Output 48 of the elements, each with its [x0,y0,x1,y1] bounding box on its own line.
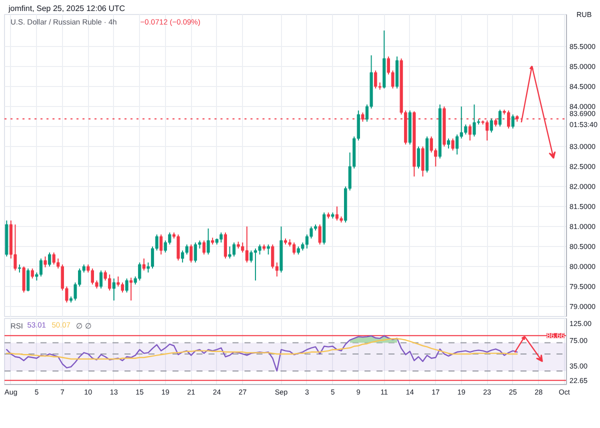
candlestick [245,226,248,263]
candlestick [456,134,459,155]
text: jomfint, Sep 25, 2025 12:06 UTC [8,4,126,13]
candlestick [498,109,502,127]
candlestick [250,250,253,263]
candlestick [468,124,472,141]
line-series [6,338,518,360]
candlestick [14,224,17,271]
candlestick [374,70,378,89]
candlestick [112,278,116,301]
candlestick [266,244,270,255]
candlestick [30,268,34,279]
candlestick [258,244,262,255]
candlestick [271,244,274,269]
line-series [6,335,518,372]
candlestick [228,246,232,259]
candlestick [176,234,180,261]
candlestick [318,224,322,245]
candlestick [224,232,227,259]
candlestick [130,277,133,301]
candlestick [142,258,146,271]
candlestick [451,138,454,151]
candlestick [39,258,43,277]
candlestick [421,146,424,177]
candlestick [202,240,206,255]
candlestick [44,256,47,268]
candlestick [185,244,188,255]
candlestick [254,248,258,281]
candlestick [232,242,236,257]
candlestick [472,104,476,137]
candlestick [181,250,184,263]
candlestick [464,124,468,135]
candlestick [416,146,420,169]
candlestick [120,282,124,293]
candlestick [125,278,128,293]
candlestick [160,234,163,255]
candlestick [22,266,26,293]
candlestick [490,118,493,133]
candlestick [335,206,339,221]
candlestick [116,276,120,287]
candlestick [511,114,514,129]
candlestick [190,244,193,263]
candlestick [206,228,210,255]
candlestick [99,270,103,289]
candlestick [48,252,52,267]
candlestick [446,138,450,149]
candlestick [26,268,30,292]
candlestick [52,252,56,265]
